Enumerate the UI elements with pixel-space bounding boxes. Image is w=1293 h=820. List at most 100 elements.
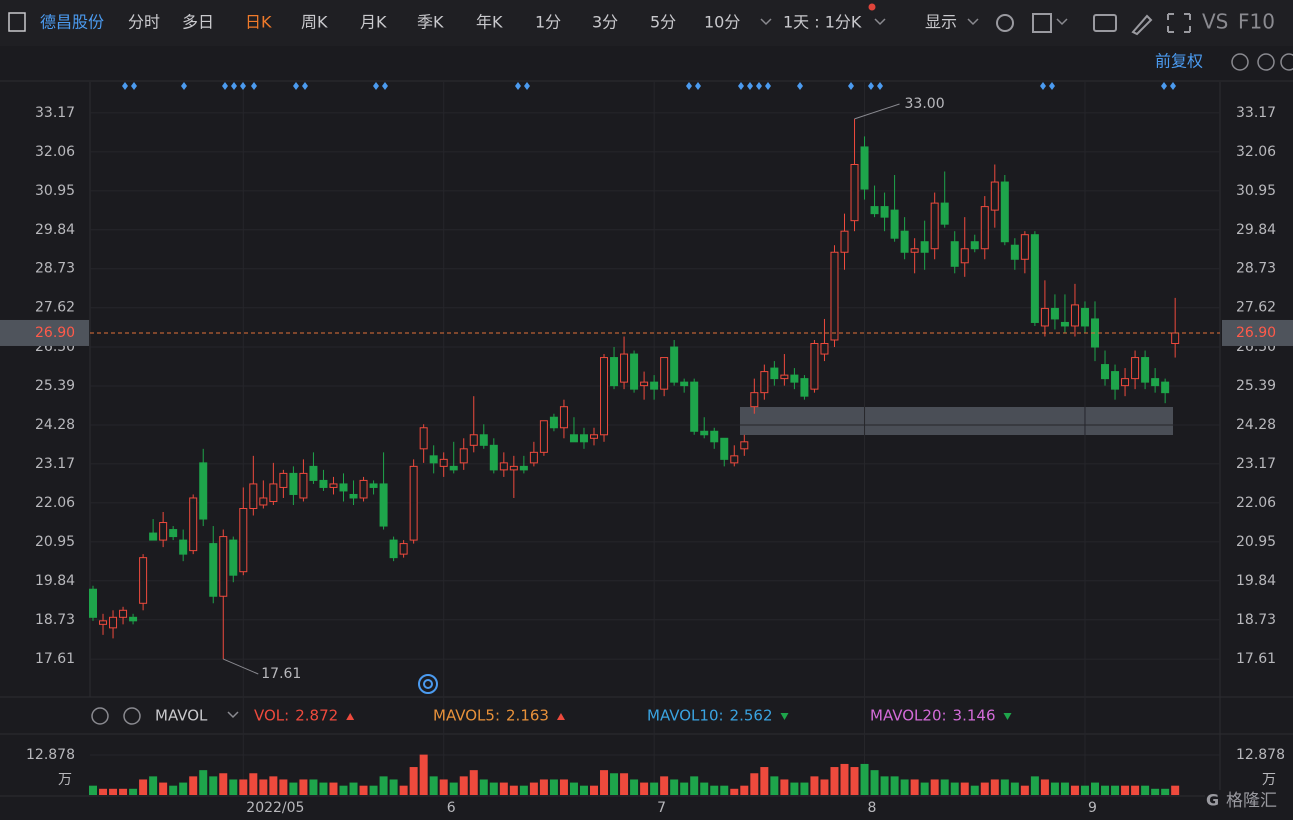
tab[interactable]: 5分 [650, 13, 676, 32]
dropdown-icon[interactable] [227, 711, 239, 719]
pen-icon[interactable] [1131, 14, 1153, 36]
volume-bar [159, 782, 168, 795]
dropdown-icon [1056, 18, 1068, 26]
volume-tick-label-right: 12.878 [1236, 747, 1285, 763]
display-button[interactable]: 显示 [925, 13, 957, 32]
signal [686, 82, 692, 90]
candle-body [820, 343, 829, 355]
volume-bar [610, 773, 619, 795]
settings-icon[interactable] [91, 707, 109, 725]
indicator-value: 2.163 [506, 707, 549, 725]
tab[interactable]: 多日 [182, 13, 214, 32]
annotation-line [223, 658, 259, 675]
f10-button[interactable]: F10 [1238, 10, 1275, 34]
volume-bar [199, 770, 208, 795]
candle-body [449, 465, 458, 471]
volume-bar [1141, 785, 1150, 795]
zoom-out-icon[interactable] [1257, 53, 1275, 71]
box-icon[interactable] [1032, 13, 1052, 33]
toolbar-bg [0, 0, 1293, 46]
volume-bar [660, 776, 669, 795]
trend-arrow [780, 713, 789, 720]
y-tick-label: 33.17 [35, 105, 75, 121]
candle-body [579, 434, 588, 443]
last-price-label: 26.90 [1236, 325, 1276, 341]
y-tick-label: 24.28 [35, 417, 75, 433]
candle-body [600, 357, 609, 436]
volume-bar [479, 779, 488, 795]
undo-icon[interactable] [1231, 53, 1249, 71]
candle-body [1040, 307, 1049, 327]
signal [1161, 82, 1167, 90]
volume-bar [590, 785, 598, 795]
volume-bar [149, 776, 158, 795]
candle-body [900, 230, 909, 253]
menu-icon[interactable] [8, 12, 26, 32]
close-icon[interactable] [123, 707, 141, 725]
tab[interactable]: 季K [417, 13, 444, 32]
fullscreen-icon[interactable] [1167, 13, 1191, 33]
volume-bar [1010, 782, 1019, 795]
zoom-in-icon[interactable] [1280, 53, 1293, 71]
volume-bar [1091, 782, 1099, 795]
volume-bar [760, 767, 769, 795]
marker-icon[interactable] [418, 674, 438, 694]
volume-bar [469, 770, 478, 795]
indicator-label: MAVOL20: [870, 707, 947, 725]
volume-bar [920, 782, 929, 795]
candle-body [469, 434, 478, 446]
volume-bar [830, 767, 839, 795]
volume-bar [910, 779, 919, 795]
period-select[interactable]: 1天 : 1分K [783, 13, 862, 32]
candle-body [710, 430, 719, 443]
candle-body [369, 483, 378, 488]
volume-bar [499, 782, 508, 795]
tab[interactable]: 10分 [704, 13, 740, 32]
candle-body [780, 374, 789, 380]
tab[interactable]: 1分 [535, 13, 561, 32]
volume-bar [539, 779, 548, 795]
y-tick-label: 22.06 [35, 495, 75, 511]
candle-body [640, 381, 649, 387]
vs-button[interactable]: VS [1202, 10, 1228, 34]
volume-bar [1151, 788, 1160, 795]
settings-icon[interactable] [996, 14, 1014, 32]
volume-bar [1020, 785, 1029, 795]
dropdown-icon[interactable] [760, 18, 772, 26]
adjust-button[interactable]: 前复权 [1155, 52, 1203, 71]
volume-unit-right: 万 [1262, 772, 1276, 788]
candle-body [559, 406, 568, 429]
candle-body [610, 357, 619, 387]
candle-body [700, 430, 709, 436]
last-price-box [1222, 319, 1293, 346]
candle-body [179, 539, 188, 555]
volume-bar [289, 782, 298, 795]
last-price-box [0, 319, 89, 346]
tab[interactable]: 年K [476, 13, 503, 32]
tab[interactable]: 日K [245, 13, 272, 32]
volume-bar [319, 782, 328, 795]
candle-body [119, 609, 128, 618]
tab[interactable]: 周K [301, 13, 328, 32]
tab[interactable]: 3分 [592, 13, 618, 32]
candle-body [259, 497, 268, 506]
dot [868, 3, 876, 11]
candle-body [399, 543, 408, 555]
camera-icon[interactable] [1093, 14, 1117, 32]
candle-body [740, 441, 749, 450]
y-tick-label: 20.95 [35, 534, 75, 550]
candle-body [970, 241, 979, 250]
stock-name[interactable]: 德昌股份 [40, 13, 104, 32]
candle-body [279, 472, 288, 488]
volume-bar [309, 779, 318, 795]
tab[interactable]: 分时 [128, 13, 160, 32]
volume-bar [900, 779, 909, 795]
tab[interactable]: 月K [360, 13, 387, 32]
candle-body [539, 420, 548, 453]
y-tick-label: 25.39 [35, 378, 75, 394]
y-tick-label-right: 18.73 [1236, 612, 1276, 628]
indicator-name[interactable]: MAVOL [155, 707, 208, 725]
candle-body [549, 416, 558, 429]
zone [740, 407, 1173, 435]
volume-bar [800, 782, 809, 795]
